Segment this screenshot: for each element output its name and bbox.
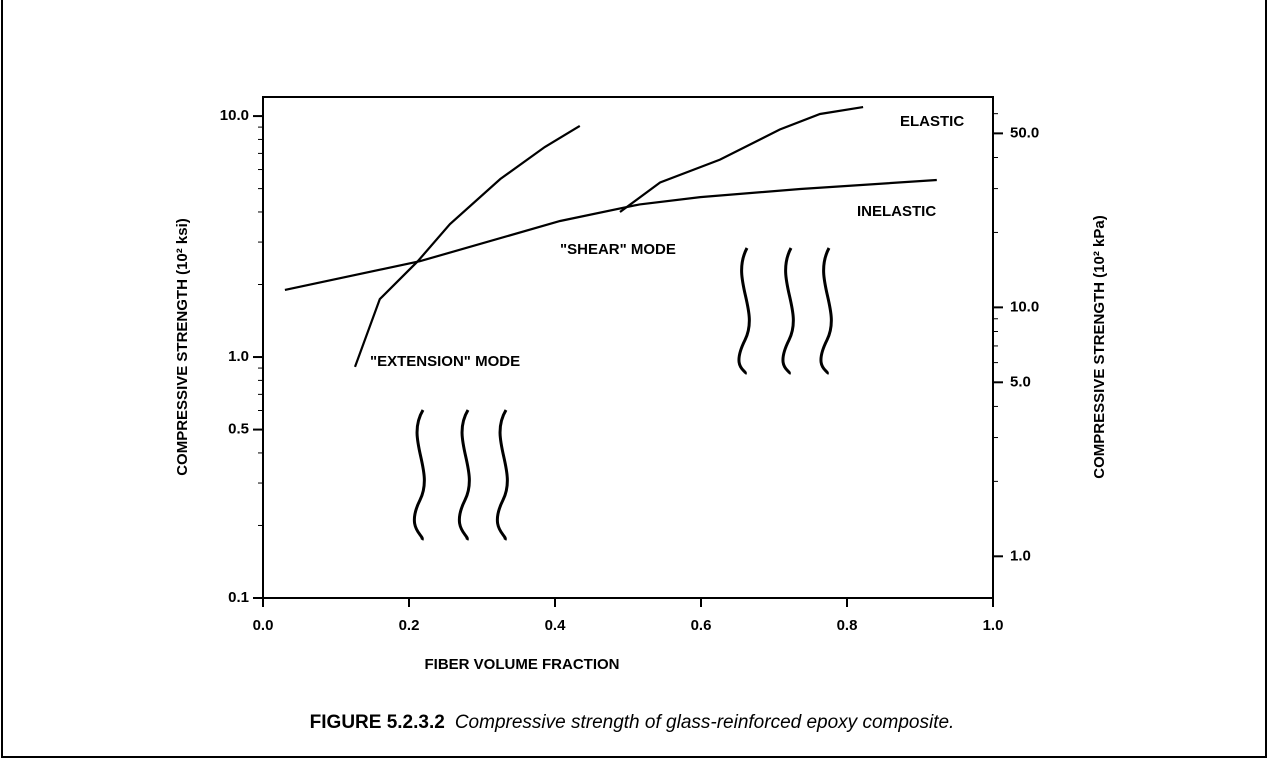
y2-tick-label: 5.0 <box>1010 373 1031 390</box>
x-tick-label: 0.0 <box>253 617 274 634</box>
fiber <box>737 247 751 375</box>
caption: FIGURE 5.2.3.2 Compressive strength of gl… <box>310 712 955 733</box>
fiber <box>819 247 833 375</box>
x-tick-label: 0.2 <box>399 617 420 634</box>
series-line <box>619 106 864 213</box>
x-tick-label: 0.8 <box>837 617 858 634</box>
y2-tick-label: 50.0 <box>1010 124 1039 141</box>
y-tick-label: 10.0 <box>220 107 249 124</box>
series-label: INELASTIC <box>857 203 936 220</box>
annotation: "SHEAR" MODE <box>560 241 676 258</box>
x-tick-label: 0.6 <box>691 617 712 634</box>
x-axis-title: FIBER VOLUME FRACTION <box>425 656 620 673</box>
fiber-icons <box>412 247 833 541</box>
series-line <box>284 178 937 291</box>
y-tick-label: 1.0 <box>228 348 249 365</box>
fiber <box>412 409 426 541</box>
x-tick-label: 0.4 <box>545 617 567 634</box>
y-axis-title: COMPRESSIVE STRENGTH (10² ksi) <box>174 218 191 476</box>
y-tick-label: 0.5 <box>228 421 249 438</box>
caption-text: Compressive strength of glass-reinforced… <box>455 712 955 733</box>
caption-label: FIGURE 5.2.3.2 <box>310 712 445 733</box>
fiber <box>457 409 471 541</box>
fiber <box>781 247 795 375</box>
series-label: ELASTIC <box>900 113 964 130</box>
y-tick-label: 0.1 <box>228 589 249 606</box>
series-label: "EXTENSION" MODE <box>370 353 520 370</box>
x-tick-label: 1.0 <box>983 617 1004 634</box>
y2-axis-title: COMPRESSIVE STRENGTH (10² kPa) <box>1091 215 1108 478</box>
y2-tick-label: 1.0 <box>1010 547 1031 564</box>
fiber <box>495 409 509 541</box>
series-line <box>353 124 581 368</box>
plot-frame <box>262 96 994 599</box>
y2-tick-label: 10.0 <box>1010 298 1039 315</box>
